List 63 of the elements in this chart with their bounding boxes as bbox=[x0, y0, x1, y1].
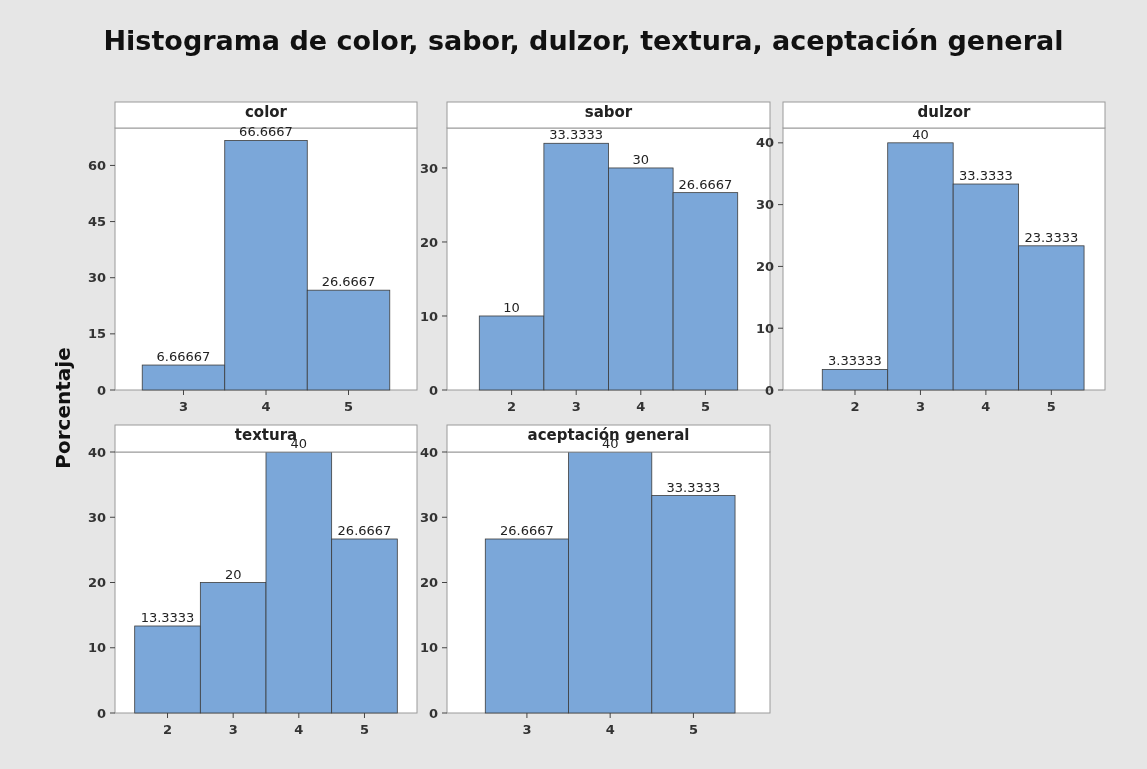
y-tick-label: 40 bbox=[87, 444, 106, 460]
data-label: 40 bbox=[912, 126, 929, 142]
y-tick-label: 30 bbox=[419, 509, 438, 525]
x-tick-label: 4 bbox=[294, 722, 304, 737]
x-tick-label: 3 bbox=[522, 722, 532, 737]
y-tick-label: 10 bbox=[87, 640, 106, 656]
y-tick-label: 0 bbox=[764, 382, 774, 398]
data-label: 26.6667 bbox=[678, 176, 733, 192]
data-label: 10 bbox=[503, 299, 520, 315]
data-label: 26.6667 bbox=[321, 274, 376, 290]
y-tick-label: 30 bbox=[87, 270, 106, 286]
chart-subtitle: color bbox=[244, 103, 288, 121]
chart-subtitle: dulzor bbox=[917, 103, 972, 121]
data-label: 66.6667 bbox=[239, 124, 293, 140]
data-label: 26.6667 bbox=[500, 523, 554, 538]
y-tick-label: 40 bbox=[419, 444, 438, 460]
x-tick-label: 5 bbox=[359, 722, 369, 737]
x-tick-label: 4 bbox=[636, 399, 646, 414]
data-label: 26.6667 bbox=[337, 523, 392, 538]
y-tick-label: 0 bbox=[96, 382, 106, 398]
y-tick-label: 0 bbox=[96, 705, 106, 721]
y-tick-label: 20 bbox=[419, 575, 438, 591]
x-tick-label: 4 bbox=[981, 399, 991, 414]
data-label: 20 bbox=[224, 566, 242, 582]
text: Histograma de color, sabor, dulzor, textura, aceptación general bbox=[103, 25, 1064, 56]
data-label: 30 bbox=[632, 151, 650, 167]
x-tick-label: 3 bbox=[571, 399, 581, 414]
y-tick-label: 0 bbox=[428, 705, 438, 721]
x-tick-label: 2 bbox=[850, 399, 860, 414]
x-tick-label: 5 bbox=[700, 399, 710, 414]
y-tick-label: 20 bbox=[419, 234, 438, 250]
data-label: 33.3333 bbox=[549, 127, 604, 143]
data-label: 6.66667 bbox=[156, 349, 211, 365]
data-label: 23.3333 bbox=[1024, 229, 1079, 245]
y-tick-label: 40 bbox=[755, 135, 774, 151]
data-label: 33.3333 bbox=[666, 479, 721, 495]
y-tick-label: 0 bbox=[428, 382, 438, 398]
y-axis-title: Porcentaje bbox=[51, 347, 75, 469]
x-tick-label: 5 bbox=[343, 399, 354, 414]
data-label: 3.33333 bbox=[828, 353, 882, 369]
y-tick-label: 20 bbox=[87, 575, 106, 591]
x-tick-label: 2 bbox=[507, 399, 517, 414]
x-tick-label: 3 bbox=[178, 399, 189, 414]
y-tick-label: 20 bbox=[755, 258, 774, 274]
x-tick-label: 5 bbox=[688, 722, 698, 737]
y-tick-label: 60 bbox=[87, 157, 106, 173]
x-tick-label: 4 bbox=[605, 722, 615, 737]
y-tick-label: 10 bbox=[755, 320, 774, 336]
y-tick-label: 10 bbox=[419, 640, 438, 656]
y-tick-label: 30 bbox=[755, 197, 774, 213]
y-tick-label: 10 bbox=[419, 308, 438, 324]
y-tick-label: 30 bbox=[419, 160, 438, 176]
chart-subtitle: sabor bbox=[584, 103, 633, 121]
data-label: 33.3333 bbox=[959, 168, 1013, 184]
x-tick-label: 5 bbox=[1046, 399, 1056, 414]
y-tick-label: 15 bbox=[87, 326, 106, 342]
data-label: 13.3333 bbox=[140, 610, 195, 625]
x-tick-label: 4 bbox=[261, 399, 271, 414]
x-tick-label: 3 bbox=[228, 722, 238, 737]
y-tick-label: 45 bbox=[87, 214, 106, 230]
x-tick-label: 2 bbox=[163, 722, 173, 737]
x-tick-label: 3 bbox=[915, 399, 925, 414]
y-tick-label: 30 bbox=[87, 509, 106, 525]
